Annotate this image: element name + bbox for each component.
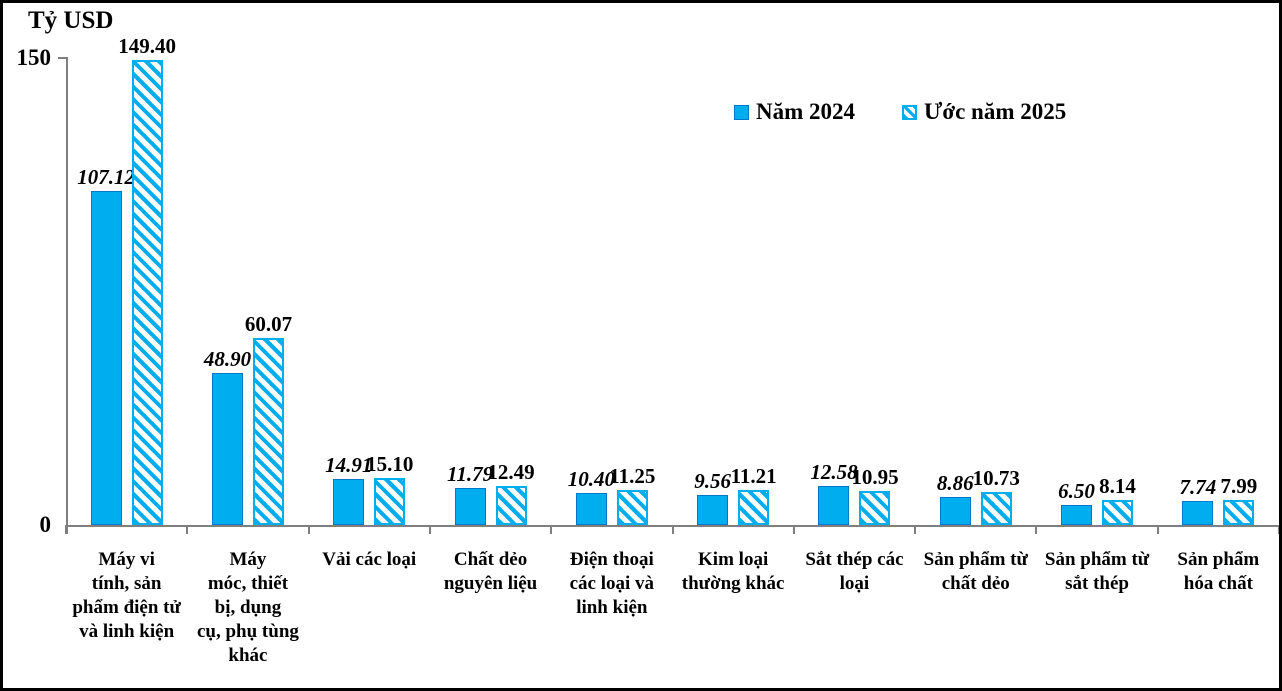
value-label-2024: 7.74 <box>1179 474 1217 499</box>
value-label-2025: 15.10 <box>366 451 414 476</box>
category-label: Sản phẩm từ sắt thép <box>1044 549 1150 594</box>
chart-title: Tỷ USD <box>28 7 114 34</box>
value-label-2024: 48.90 <box>203 346 252 371</box>
value-label-2025: 8.14 <box>1099 473 1136 498</box>
bar-2024 <box>333 478 365 525</box>
bar-2025 <box>1223 500 1255 525</box>
bar-2024 <box>1182 500 1214 525</box>
category-label: Vải các loại <box>322 549 417 570</box>
category-label: Điện thoại các loại và linh kiện <box>569 549 655 618</box>
value-label-2024: 107.12 <box>77 165 136 190</box>
legend-marker-hatched <box>902 104 918 120</box>
bar-2025 <box>131 59 163 525</box>
x-axis-tick <box>186 525 189 534</box>
value-label-2024: 9.56 <box>694 469 732 494</box>
legend-item-uoc-nam-2025: Ước năm 2025 <box>902 99 1066 125</box>
bar-2024 <box>454 488 486 525</box>
x-axis-tick <box>550 525 553 534</box>
bar-2025 <box>374 477 406 525</box>
value-label-2024: 11.79 <box>447 462 494 487</box>
bar-2024 <box>1061 504 1093 525</box>
category-label: Sản phẩm từ chất dẻo <box>923 549 1028 594</box>
bar-2024 <box>211 372 243 525</box>
y-axis-tick-label-150: 150 <box>16 45 52 70</box>
x-axis-tick <box>1035 525 1038 534</box>
bar-2024 <box>575 492 607 525</box>
category-label: Sắt thép các loại <box>805 549 904 594</box>
bar-2025 <box>252 337 284 525</box>
bar-2024 <box>90 191 122 525</box>
bar-2025 <box>1102 499 1134 525</box>
x-axis-tick <box>914 525 917 534</box>
bar-2025 <box>980 491 1012 525</box>
legend-item-nam-2024: Năm 2024 <box>734 99 855 125</box>
value-label-2025: 10.95 <box>851 464 899 489</box>
value-label-2024: 6.50 <box>1058 478 1095 503</box>
category-label: Máy vi tính, sản phẩm điện tử và linh ki… <box>72 549 181 642</box>
bar-2025 <box>859 490 891 525</box>
value-label-2024: 8.86 <box>936 471 974 496</box>
category-label: Máy móc, thiết bị, dụng cụ, phụ tùng khá… <box>196 549 299 666</box>
value-label-2025: 60.07 <box>244 311 293 336</box>
x-axis-tick <box>65 525 67 534</box>
x-axis-tick <box>671 525 674 534</box>
category-label: Sản phẩm hóa chất <box>1177 549 1260 594</box>
legend-label-nam-2024: Năm 2024 <box>756 99 856 124</box>
x-axis-tick <box>1156 525 1159 534</box>
legend-marker-solid <box>734 104 749 120</box>
bar-2025 <box>495 486 527 525</box>
value-label-2025: 11.25 <box>609 463 656 488</box>
value-label-2025: 11.21 <box>730 464 777 489</box>
y-axis-tick-150 <box>58 57 67 59</box>
x-axis-tick <box>1278 525 1279 534</box>
legend-label-uoc-nam-2025: Ước năm 2025 <box>924 99 1067 124</box>
value-label-2024: 10.40 <box>567 466 615 491</box>
value-label-2025: 149.40 <box>118 33 177 58</box>
y-axis-line <box>66 57 68 534</box>
x-axis-tick <box>307 525 310 534</box>
value-label-2025: 7.99 <box>1220 474 1258 499</box>
bar-2025 <box>738 490 770 525</box>
value-label-2024: 14.91 <box>325 452 373 477</box>
bar-2025 <box>616 489 648 525</box>
value-label-2024: 12.58 <box>810 459 858 484</box>
y-axis-tick-label-0: 0 <box>39 512 52 537</box>
x-axis-tick <box>428 525 431 534</box>
bar-2024 <box>697 495 729 525</box>
category-label: Kim loại thường khác <box>681 549 785 594</box>
x-axis-tick <box>792 525 795 534</box>
bar-2024 <box>939 497 971 525</box>
legend: Năm 2024 Ước năm 2025 <box>734 99 1066 125</box>
value-label-2025: 10.73 <box>972 465 1020 490</box>
bar-2024 <box>818 485 850 525</box>
value-label-2025: 12.49 <box>487 460 535 485</box>
category-label: Chất dẻo nguyên liệu <box>443 549 538 594</box>
